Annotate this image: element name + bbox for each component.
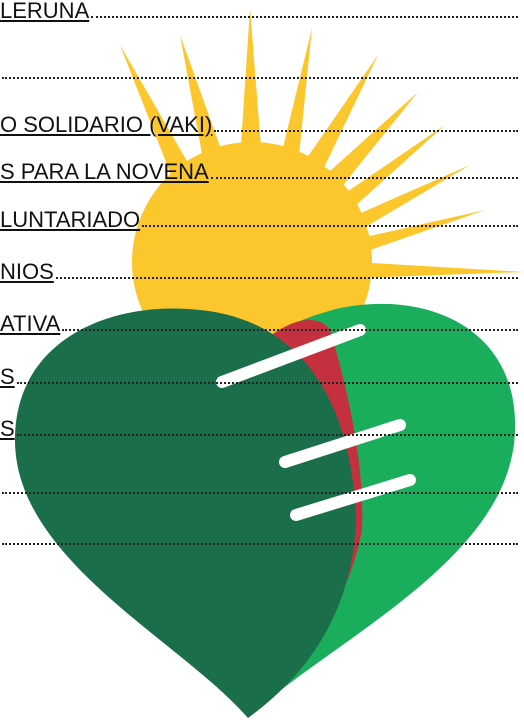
- toc-entry[interactable]: ATIVA: [0, 311, 61, 336]
- leader: [142, 225, 518, 227]
- toc-row[interactable]: S PARA LA NOVENA: [0, 155, 518, 185]
- toc-row: [0, 55, 518, 85]
- heart-left: [15, 308, 356, 718]
- toc-row[interactable]: O SOLIDARIO (VAKI): [0, 108, 518, 138]
- leader: [91, 16, 518, 18]
- leader: [2, 77, 518, 79]
- toc-row[interactable]: S: [0, 412, 518, 442]
- toc-entry[interactable]: LERUNA: [0, 0, 90, 23]
- leader: [16, 434, 518, 436]
- toc-row: [0, 521, 518, 551]
- sun-rays: [120, 8, 524, 278]
- leader: [2, 543, 518, 545]
- toc-entry[interactable]: S PARA LA NOVENA: [0, 159, 209, 184]
- toc-row[interactable]: NIOS: [0, 255, 518, 285]
- toc-row[interactable]: LUNTARIADO: [0, 203, 518, 233]
- toc-row: [0, 470, 518, 500]
- leader: [2, 492, 518, 494]
- leader: [210, 177, 518, 179]
- leader: [55, 277, 518, 279]
- leader: [214, 130, 518, 132]
- leader: [62, 329, 518, 331]
- stitches: [216, 324, 416, 521]
- toc-row[interactable]: LERUNA: [0, 0, 518, 24]
- toc-row[interactable]: ATIVA: [0, 307, 518, 337]
- toc-entry[interactable]: S: [0, 416, 15, 441]
- leader: [16, 382, 518, 384]
- toc-entry[interactable]: S: [0, 364, 15, 389]
- toc-entry[interactable]: O SOLIDARIO (VAKI): [0, 112, 213, 137]
- toc-row[interactable]: S: [0, 360, 518, 390]
- toc-entry[interactable]: NIOS: [0, 259, 54, 284]
- toc-entry[interactable]: LUNTARIADO: [0, 207, 141, 232]
